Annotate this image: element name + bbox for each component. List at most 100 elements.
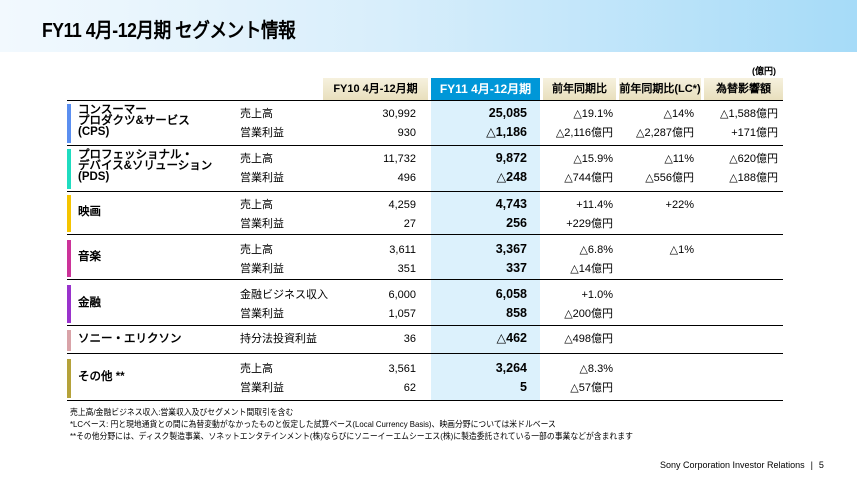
fy11-value: 6,058 (495, 287, 527, 301)
segment-color-bar (67, 195, 71, 232)
yoy-value: △57億円 (570, 382, 613, 394)
footnote: **その他分野には、ディスク製造事業、ソネットエンタテインメント(株)ならびにソ… (70, 431, 633, 441)
footer-company: Sony Corporation Investor Relations (660, 460, 805, 470)
row-label: 営業利益 (240, 218, 284, 230)
table-divider (67, 145, 783, 146)
fx-impact-value: △1,588億円 (720, 108, 778, 120)
yoy-value: △744億円 (564, 172, 613, 184)
row-label: 売上高 (240, 153, 273, 165)
yoy-value: △14億円 (570, 263, 613, 275)
footer: Sony Corporation Investor Relations | 5 (660, 460, 824, 470)
fy10-value: 351 (397, 263, 416, 275)
yoy-value: △15.9% (573, 153, 613, 165)
yoy-value: △6.8% (579, 244, 613, 256)
fy10-value: 27 (403, 218, 416, 230)
segment-name-line: デバイス&ソリューション (78, 160, 213, 172)
yoy-value: +229億円 (566, 218, 613, 230)
segment-name: その他 ** (78, 371, 125, 383)
table-divider (67, 400, 783, 401)
segment-name-line: コンスーマー (78, 104, 147, 116)
fy11-value: 337 (506, 261, 527, 275)
yoy-value: △8.3% (579, 363, 613, 375)
segment-name-line: その他 ** (78, 371, 125, 383)
table-divider (67, 325, 783, 326)
fy10-value: 6,000 (388, 289, 416, 301)
fy11-value: 858 (506, 306, 527, 320)
column-header-fx-impact: 為替影響額 (704, 78, 783, 100)
yoy-lc-value: △2,287億円 (636, 127, 694, 139)
segment-color-bar (67, 240, 71, 277)
fy11-value: 25,085 (488, 106, 527, 120)
row-label: 金融ビジネス収入 (240, 289, 328, 301)
fy10-value: 1,057 (388, 308, 416, 320)
fy11-value: △462 (496, 331, 527, 345)
segment-name: プロフェッショナル・ デバイス&ソリューション (PDS) (78, 149, 213, 183)
fy11-value: 3,264 (495, 361, 527, 375)
title-bar: FY11 4月-12月期 セグメント情報 (0, 0, 857, 52)
segment-name: 音楽 (78, 251, 101, 263)
segment-name-line: 映画 (78, 206, 101, 218)
fy11-value: 3,367 (495, 242, 527, 256)
fy11-highlight-column (431, 100, 540, 400)
segment-name: 映画 (78, 206, 101, 218)
yoy-value: +11.4% (576, 199, 613, 211)
fy10-value: 36 (403, 333, 416, 345)
column-header-fy11: FY11 4月-12月期 (431, 78, 540, 100)
segment-name-line: 音楽 (78, 251, 101, 263)
fx-impact-value: +171億円 (731, 127, 778, 139)
row-label: 売上高 (240, 244, 273, 256)
yoy-lc-value: +22% (665, 199, 694, 211)
fy11-value: 256 (506, 216, 527, 230)
yoy-value: △19.1% (573, 108, 613, 120)
segment-color-bar (67, 330, 71, 351)
yoy-value: △200億円 (564, 308, 613, 320)
fy10-value: 4,259 (388, 199, 416, 211)
fy10-value: 930 (397, 127, 416, 139)
segment-color-bar (67, 149, 71, 189)
segment-name-line: (PDS) (78, 171, 110, 183)
segment-name: ソニー・エリクソン (78, 333, 182, 345)
fy11-value: △1,186 (486, 125, 527, 139)
fy11-value: 4,743 (495, 197, 527, 211)
yoy-lc-value: △556億円 (645, 172, 694, 184)
footnotes: 売上高/金融ビジネス収入:営業収入及びセグメント間取引を含む *LCベース: 円… (70, 406, 682, 442)
table-divider (67, 353, 783, 354)
fx-impact-value: △188億円 (729, 172, 778, 184)
row-label: 売上高 (240, 363, 273, 375)
table-divider (67, 279, 783, 280)
fy10-value: 30,992 (382, 108, 416, 120)
page-number: 5 (818, 460, 824, 470)
segment-name-line: プロフェッショナル・ (78, 149, 193, 161)
segment-name-line: (CPS) (78, 126, 110, 138)
page-title: FY11 4月-12月期 セグメント情報 (42, 20, 296, 42)
fy11-value: 9,872 (495, 151, 527, 165)
yoy-value: △498億円 (564, 333, 613, 345)
row-label: 営業利益 (240, 127, 284, 139)
segment-name-line: ソニー・エリクソン (78, 333, 182, 345)
row-label: 営業利益 (240, 382, 284, 394)
row-label: 売上高 (240, 199, 273, 211)
row-label: 持分法投資利益 (240, 333, 317, 345)
table-divider (67, 100, 783, 101)
footnote: 売上高/金融ビジネス収入:営業収入及びセグメント間取引を含む (70, 407, 294, 417)
row-label: 売上高 (240, 108, 273, 120)
yoy-lc-value: △1% (669, 244, 694, 256)
row-label: 営業利益 (240, 263, 284, 275)
segment-color-bar (67, 359, 71, 398)
fy10-value: 3,611 (389, 244, 416, 256)
fy11-value: △248 (496, 170, 527, 184)
segment-name: コンスーマー プロダクツ&サービス (CPS) (78, 104, 190, 138)
table-divider (67, 234, 783, 235)
fy10-value: 11,732 (383, 153, 416, 165)
yoy-value: △2,116億円 (555, 127, 613, 139)
segment-color-bar (67, 285, 71, 323)
row-label: 営業利益 (240, 172, 284, 184)
yoy-lc-value: △14% (663, 108, 694, 120)
segment-name-line: 金融 (78, 296, 101, 309)
row-label: 営業利益 (240, 308, 284, 320)
column-header-yoy-lc: 前年同期比(LC*) (619, 78, 701, 100)
fy10-value: 3,561 (388, 363, 416, 375)
footer-separator: | (810, 460, 813, 470)
footnote: *LCベース: 円と現地通貨との間に為替変動がなかったものと仮定した試算ベース(… (70, 419, 556, 429)
fy10-value: 496 (397, 172, 416, 184)
